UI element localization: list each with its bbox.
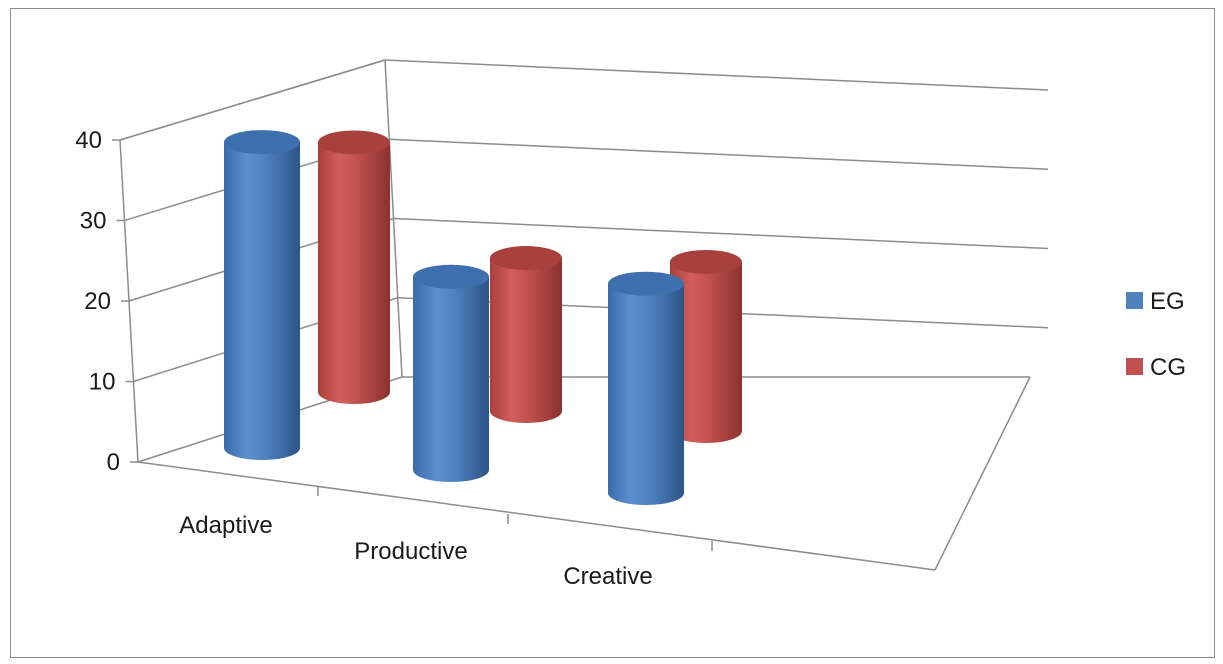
y-tick-label: 0 [107,449,120,476]
legend-label-cg: CG [1150,354,1186,381]
bar-eg-productive [413,264,489,482]
cylinder-top [224,130,300,155]
cylinder-body [670,261,742,443]
y-tick-label: 20 [84,288,111,315]
gridline-back-wall [384,59,1049,91]
cylinder-top [670,249,742,274]
cylinder-top [413,264,489,289]
y-tick-label: 30 [80,208,107,235]
cylinder-top [318,130,390,155]
bar-cg-productive [490,246,562,423]
cylinder-body [490,258,562,423]
category-label: Adaptive [179,512,272,539]
cylinder-top [490,246,562,271]
legend: EG CG [1126,288,1186,381]
x-axis-ticks [317,486,713,551]
bar-eg-creative [608,271,684,505]
floor-right-edge [934,376,1031,571]
bars [224,130,742,505]
bar-cg-creative [670,249,742,443]
y-tick-label: 10 [89,369,116,396]
category-label: Productive [354,538,467,565]
gridline-back-wall [393,217,1049,250]
cylinder-body [413,276,489,482]
category-labels: Adaptive Productive Creative [179,512,652,590]
y-tick-label: 40 [75,127,102,154]
legend-swatch-eg [1126,292,1143,309]
cylinder-body [318,142,390,404]
bar-cg-adaptive [318,130,390,404]
cylinder-body [224,142,300,460]
floor-front-edge [137,461,936,571]
category-label: Creative [563,563,652,590]
bar-eg-adaptive [224,130,300,460]
legend-label-eg: EG [1150,288,1185,315]
gridline-back-wall [389,138,1049,170]
cylinder-top [608,271,684,296]
legend-swatch-cg [1126,358,1143,375]
gridline-left-wall [119,59,386,141]
y-axis-ticks: 0 10 20 30 40 [75,127,138,476]
cylinder-body [608,283,684,505]
